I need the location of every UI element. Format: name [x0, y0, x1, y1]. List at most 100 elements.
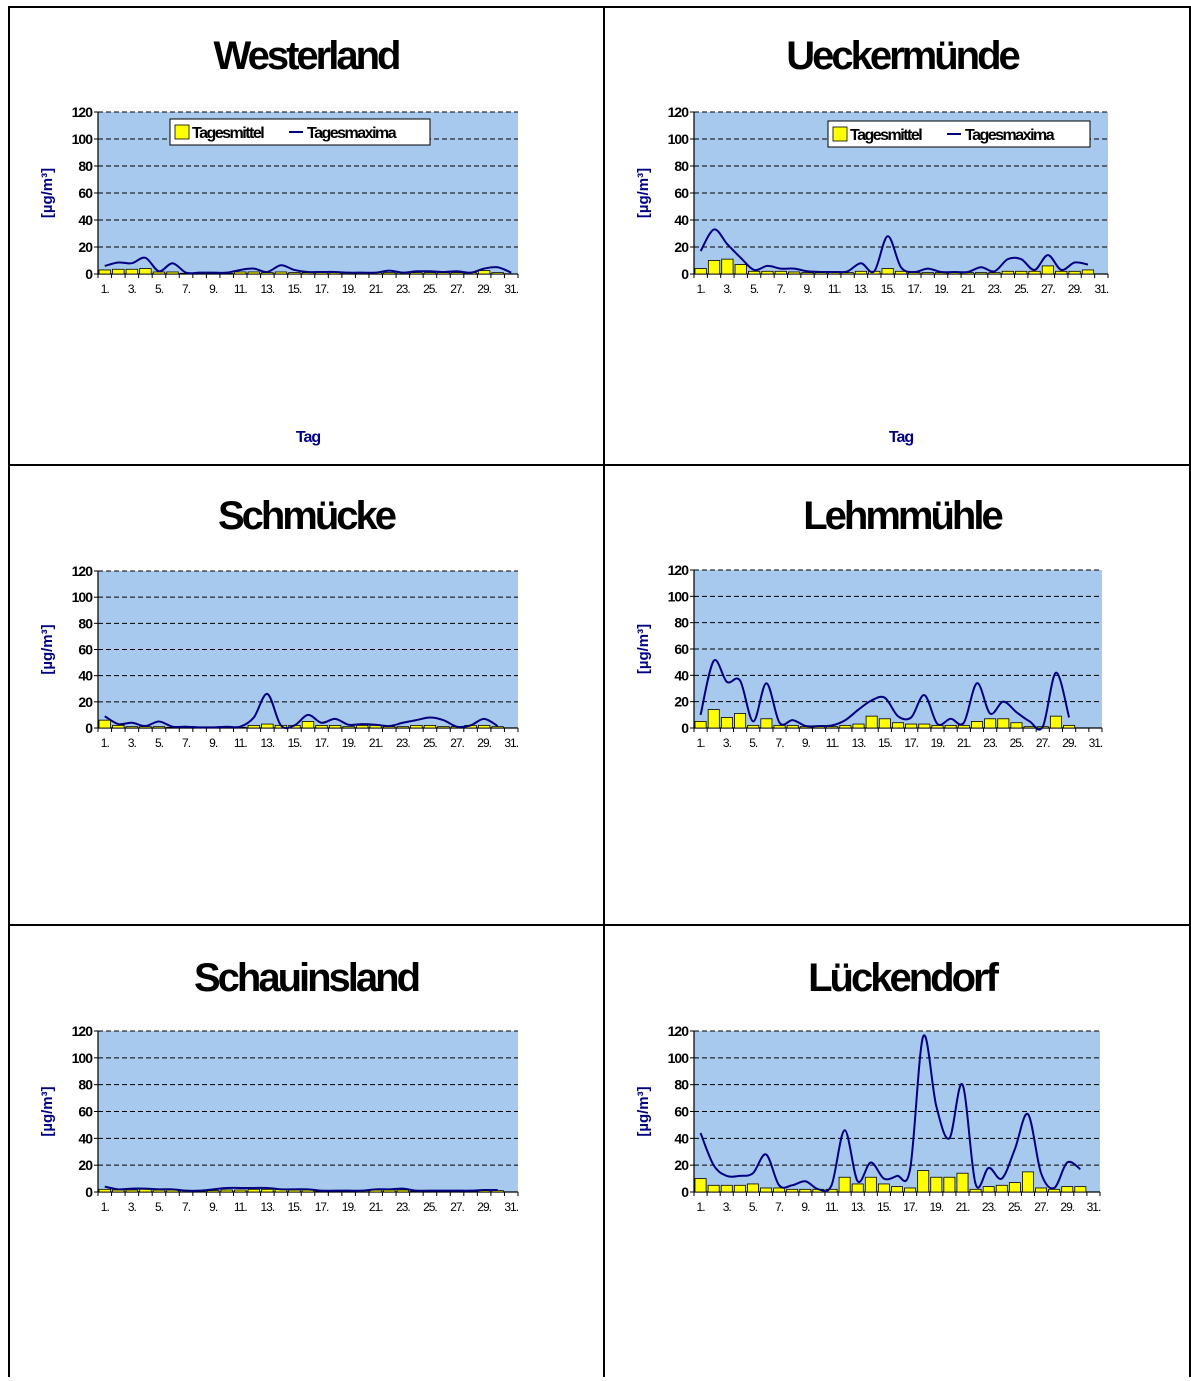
chart-title: Lehmmühle [803, 494, 1003, 538]
bar-tagesmittel [891, 1186, 903, 1193]
bar-tagesmittel [288, 272, 301, 275]
bar-tagesmittel [995, 1184, 1008, 1193]
bar-tagesmittel [396, 726, 410, 729]
chart-title: Ueckermünde [786, 34, 1021, 78]
bar-tagesmittel [720, 1184, 733, 1193]
x-tick-label: 15. [877, 1200, 891, 1214]
x-tick-label: 23. [396, 1200, 410, 1214]
bar-tagesmittel [918, 723, 931, 729]
bar-tagesmittel [747, 724, 760, 729]
bar-tagesmittel [1015, 270, 1028, 275]
x-tick-label: 3. [723, 1200, 732, 1214]
bar-tagesmittel [746, 1183, 759, 1193]
bar-tagesmittel [1049, 715, 1062, 729]
y-tick-label: 100 [72, 1050, 94, 1066]
bar-tagesmittel [988, 272, 1001, 275]
bar-tagesmittel [1068, 270, 1081, 275]
bar-tagesmittel [491, 272, 504, 275]
x-tick-label: 9. [209, 736, 218, 750]
y-tick-label: 40 [78, 668, 93, 684]
bar-tagesmittel [760, 1187, 772, 1193]
x-tick-label: 29. [477, 282, 491, 296]
bar-tagesmittel [881, 268, 894, 275]
x-tick-label: 27. [1036, 736, 1050, 750]
x-tick-label: 5. [749, 1200, 758, 1214]
bar-tagesmittel [152, 726, 166, 729]
chart-grid: Westerland 0 20 40 60 80 100 120 1. 3. 5. 7. 9. 11. 13… [8, 6, 1191, 1377]
legend-swatch-tagesmittel [832, 126, 848, 142]
chart-panel: Schmücke 0 20 40 60 80 100 120 1. 3. 5. 7. 9. 11. 13. 1… [10, 466, 602, 922]
chart-title: Schmücke [217, 494, 397, 538]
y-axis-label: [µg/m³] [635, 168, 652, 218]
bar-tagesmittel [206, 1190, 220, 1193]
bar-tagesmittel [261, 723, 274, 729]
bar-tagesmittel [734, 264, 747, 275]
bar-tagesmittel [125, 268, 139, 275]
bar-tagesmittel [125, 726, 139, 729]
bar-tagesmittel [247, 724, 260, 729]
bar-tagesmittel [274, 271, 288, 275]
legend-swatch-tagesmittel [174, 124, 190, 140]
y-tick-label: 100 [72, 131, 94, 147]
bar-tagesmittel [261, 1188, 274, 1193]
x-tick-label: 25. [423, 282, 437, 296]
bar-tagesmittel [1022, 1171, 1034, 1193]
x-tick-label: 19. [342, 282, 356, 296]
x-tick-label: 23. [982, 1200, 996, 1214]
line-tagesmaxima [104, 256, 512, 275]
bar-tagesmittel [1074, 1186, 1087, 1193]
legend-label-tagesmaxima: Tagesmaxima [307, 125, 397, 142]
y-axis-label: [µg/m³] [39, 624, 56, 674]
x-tick-label: 19. [931, 736, 945, 750]
y-tick-label: 0 [681, 720, 689, 736]
x-tick-label: 19. [929, 1200, 943, 1214]
x-tick-label: 7. [182, 736, 191, 750]
bar-tagesmittel [383, 272, 396, 275]
bar-tagesmittel [930, 1176, 943, 1193]
x-tick-label: 31. [1089, 736, 1103, 750]
x-tick-label: 31. [1094, 282, 1108, 296]
frame-middle-line [603, 6, 605, 1377]
bar-tagesmittel [877, 1183, 890, 1193]
y-axis-label: [µg/m³] [635, 1086, 652, 1136]
y-tick-label: 100 [668, 131, 690, 147]
chart-svg: 0 20 40 60 80 100 120 1. 3. 5. 7. 9. 11. 13. 15. 17. 19.… [635, 1023, 1102, 1214]
bar-tagesmittel [892, 722, 904, 729]
y-tick-label: 20 [78, 239, 93, 255]
chart-panel: Schauinsland 0 20 40 60 80 100 120 1. 3. 5. 7. 9. 11.… [10, 926, 602, 1381]
x-tick-label: 7. [182, 1200, 191, 1214]
y-tick-label: 60 [674, 641, 689, 657]
bar-tagesmittel [410, 724, 423, 729]
y-tick-label: 20 [674, 239, 689, 255]
y-tick-label: 0 [85, 1184, 93, 1200]
bar-tagesmittel [1008, 1182, 1021, 1193]
frame-row-divider [8, 464, 1191, 466]
bar-tagesmittel [865, 715, 878, 729]
bar-tagesmittel [838, 1176, 851, 1193]
x-tick-label: 27. [450, 282, 464, 296]
line-tagesmaxima [104, 1185, 498, 1192]
chart-svg: 0 20 40 60 80 100 120 1. 3. 5. 7. 9. 11. 13. 15. 17. 19.… [39, 1023, 520, 1214]
bar-tagesmittel [970, 721, 983, 729]
y-tick-label: 60 [78, 642, 93, 658]
x-tick-label: 19. [934, 282, 948, 296]
bar-tagesmittel [921, 272, 934, 275]
bar-tagesmittel [98, 719, 111, 729]
y-tick-label: 60 [674, 1104, 689, 1120]
x-tick-label: 1. [697, 1200, 706, 1214]
bar-tagesmittel [734, 713, 747, 729]
bar-tagesmittel [220, 1189, 233, 1193]
bar-tagesmittel [721, 258, 734, 275]
x-tick-label: 9. [209, 282, 218, 296]
bar-tagesmittel [125, 1189, 139, 1193]
x-tick-label: 23. [396, 282, 410, 296]
y-tick-label: 80 [674, 615, 689, 631]
x-tick-label: 19. [342, 1200, 356, 1214]
bar-tagesmittel [707, 260, 721, 275]
chart-svg: 0 20 40 60 80 100 120 1. 3. 5. 7. 9. 11. 13. 15. 17. 19.… [635, 104, 1110, 446]
bar-tagesmittel [234, 271, 247, 275]
y-tick-label: 40 [674, 1130, 689, 1146]
y-tick-label: 80 [674, 1077, 689, 1093]
bar-tagesmittel [707, 709, 720, 729]
chart-title: Schauinsland [193, 956, 421, 1000]
